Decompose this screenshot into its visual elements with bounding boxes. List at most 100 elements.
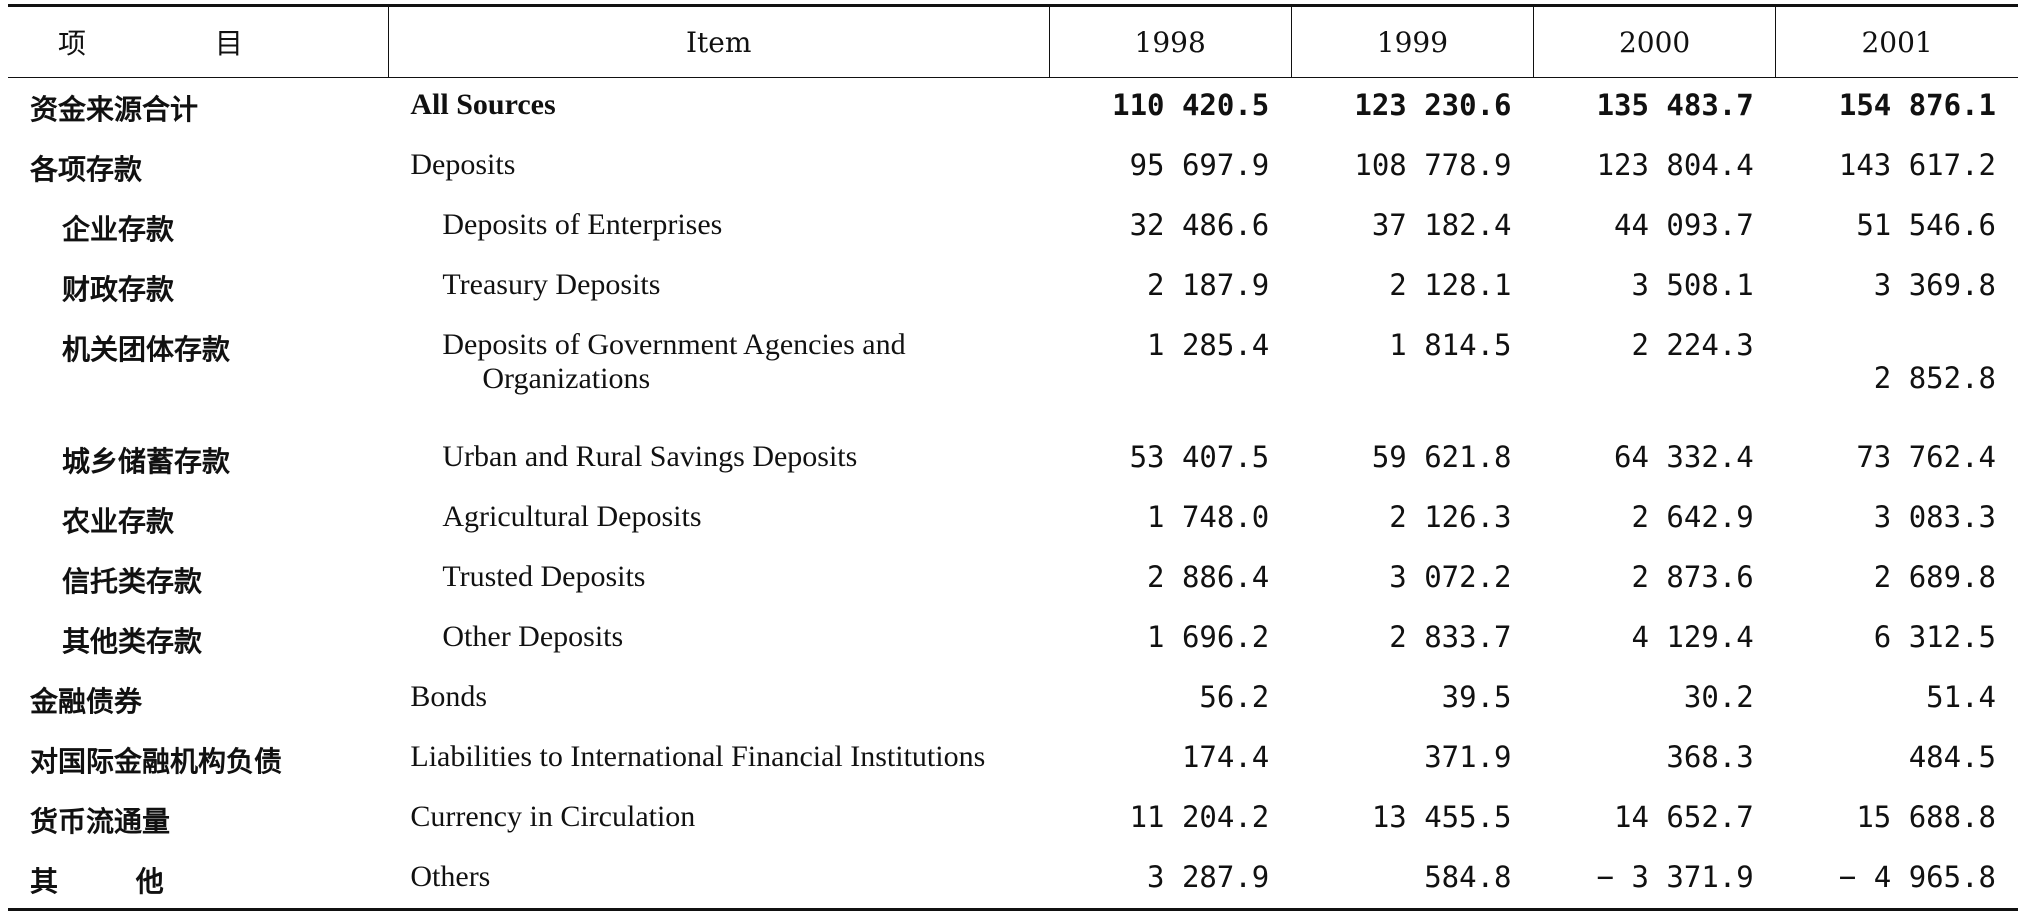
cell-1998: 53 407.5 xyxy=(1129,439,1270,474)
header-year-1999: 1999 xyxy=(1290,4,1534,78)
table-row-all-sources: 资金来源合计 All Sources 110 420.5 123 230.6 1… xyxy=(8,78,2018,138)
cell-1998: 95 697.9 xyxy=(1129,147,1270,182)
row-label-en: Others xyxy=(388,849,1050,911)
cell-2000: 2 642.9 xyxy=(1631,499,1754,534)
row-label-cn: 其他类存款 xyxy=(62,624,203,658)
row-label-en: All Sources xyxy=(410,88,556,121)
cell-2000: 64 332.4 xyxy=(1614,439,1754,474)
table-row-currency-in-circulation: 货币流通量 Currency in Circulation 11 204.2 1… xyxy=(8,790,2018,850)
cell-2001: 15 688.8 xyxy=(1856,799,1996,834)
cell-2000: 3 508.1 xyxy=(1631,267,1754,302)
cell-2001: 143 617.2 xyxy=(1838,147,1996,182)
cell-2001: 51.4 xyxy=(1926,679,1996,714)
table-row-other-deposits: 其他类存款 Other Deposits 1 696.2 2 833.7 4 1… xyxy=(8,610,2018,670)
row-label-cn: 农业存款 xyxy=(62,504,175,538)
cell-1999: 13 455.5 xyxy=(1371,799,1512,834)
row-label-en: Deposits xyxy=(410,147,516,181)
row-label-en: Currency in Circulation xyxy=(410,799,696,833)
table-row-savings-deposits: 城乡储蓄存款 Urban and Rural Savings Deposits … xyxy=(8,430,2018,490)
row-label-cn: 机关团体存款 xyxy=(62,332,231,366)
row-label-en-line1: Deposits of Government Agencies and xyxy=(442,327,906,361)
row-label-cn: 货币流通量 xyxy=(30,804,171,838)
row-label-en: Agricultural Deposits xyxy=(442,499,702,533)
cell-1999: 39.5 xyxy=(1441,679,1512,714)
cell-1998: 1 748.0 xyxy=(1147,499,1270,534)
cell-2000: 44 093.7 xyxy=(1614,207,1754,242)
row-label-cn: 金融债券 xyxy=(30,684,143,718)
cell-2001: 3 369.8 xyxy=(1873,267,1996,302)
header-year-1998: 1998 xyxy=(1048,4,1292,78)
cell-2000: 368.3 xyxy=(1666,739,1754,774)
cell-1999: 2 128.1 xyxy=(1389,267,1512,302)
cell-1999: 37 182.4 xyxy=(1371,207,1512,242)
cell-2001: 154 876.1 xyxy=(1838,88,1996,122)
cell-2001: 2 689.8 xyxy=(1873,559,1996,594)
cell-1998: 174.4 xyxy=(1181,739,1270,774)
row-label-cn: 各项存款 xyxy=(30,152,143,186)
header-year-2001: 2001 xyxy=(1775,4,2018,78)
cell-2000: 4 129.4 xyxy=(1631,619,1754,654)
row-label-en: Deposits of Enterprises xyxy=(442,207,723,241)
cell-1999: 584.8 xyxy=(1291,849,1534,911)
row-label-cn: 对国际金融机构负债 xyxy=(30,744,283,778)
cell-2000: 14 652.7 xyxy=(1614,799,1754,834)
row-label-en: Deposits of Government Agencies and Organ… xyxy=(388,318,1049,430)
cell-1999: 108 778.9 xyxy=(1354,147,1512,182)
cell-2001: 51 546.6 xyxy=(1856,207,1996,242)
row-label-cn: 财政存款 xyxy=(62,272,175,306)
header-row: 项 目 Item 1998 1999 2000 2001 xyxy=(8,4,2018,78)
row-label-cn: 企业存款 xyxy=(62,212,175,246)
cell-1999: 3 072.2 xyxy=(1389,559,1512,594)
sources-of-funds-table: 项 目 Item 1998 1999 2000 2001 资金来源合计 All … xyxy=(8,4,2018,911)
table-row-trusted-deposits: 信托类存款 Trusted Deposits 2 886.4 3 072.2 2… xyxy=(8,550,2018,610)
header-item-cn: 项 目 xyxy=(8,4,389,78)
cell-2000: − 3 371.9 xyxy=(1533,849,1776,911)
cell-2000: 123 804.4 xyxy=(1596,147,1754,182)
cell-2001: 3 083.3 xyxy=(1873,499,1996,534)
table-row-international-liabilities: 对国际金融机构负债 Liabilities to International F… xyxy=(8,730,2018,790)
data-table-container: 项 目 Item 1998 1999 2000 2001 资金来源合计 All … xyxy=(8,4,2018,911)
cell-1999: 123 230.6 xyxy=(1354,88,1512,122)
cell-1999: 371.9 xyxy=(1424,739,1512,774)
table-row-others: 其 他 Others 3 287.9 584.8 − 3 371.9 − 4 9… xyxy=(8,849,2018,911)
cell-2001: 6 312.5 xyxy=(1873,619,1996,654)
cell-1999: 1 814.5 xyxy=(1389,327,1512,362)
cell-2001: − 4 965.8 xyxy=(1775,849,2018,911)
row-label-en: Bonds xyxy=(410,679,488,713)
row-label-cn: 其 他 xyxy=(8,849,389,911)
cell-1998: 1 696.2 xyxy=(1147,619,1270,654)
cell-2000: 135 483.7 xyxy=(1596,88,1754,122)
cell-2000: 2 224.3 xyxy=(1631,327,1754,362)
row-label-en: Urban and Rural Savings Deposits xyxy=(442,439,858,473)
cell-1998: 2 886.4 xyxy=(1147,559,1270,594)
cell-1998: 3 287.9 xyxy=(1049,849,1292,911)
cell-1999: 2 833.7 xyxy=(1389,619,1512,654)
row-label-cn: 城乡储蓄存款 xyxy=(62,444,231,478)
cell-1998: 2 187.9 xyxy=(1147,267,1270,302)
row-label-cn: 信托类存款 xyxy=(62,564,203,598)
table-row-treasury-deposits: 财政存款 Treasury Deposits 2 187.9 2 128.1 3… xyxy=(8,258,2018,318)
row-label-en-line2: Organizations xyxy=(482,361,651,395)
cell-2001: 73 762.4 xyxy=(1856,439,1996,474)
cell-1998: 32 486.6 xyxy=(1129,207,1270,242)
cell-1999: 59 621.8 xyxy=(1371,439,1512,474)
cell-2000: 30.2 xyxy=(1683,679,1754,714)
table-row-agricultural-deposits: 农业存款 Agricultural Deposits 1 748.0 2 126… xyxy=(8,490,2018,550)
cell-1999: 2 126.3 xyxy=(1389,499,1512,534)
cell-2000: 2 873.6 xyxy=(1631,559,1754,594)
cell-1998: 56.2 xyxy=(1199,679,1270,714)
table-row-enterprise-deposits: 企业存款 Deposits of Enterprises 32 486.6 37… xyxy=(8,198,2018,258)
table-row-deposits: 各项存款 Deposits 95 697.9 108 778.9 123 804… xyxy=(8,138,2018,198)
row-label-cn: 资金来源合计 xyxy=(30,93,199,126)
row-label-en: Liabilities to International Financial I… xyxy=(410,739,986,773)
cell-2001: 2 852.8 xyxy=(1873,361,1996,395)
header-year-2000: 2000 xyxy=(1532,4,1776,78)
cell-1998: 1 285.4 xyxy=(1147,327,1270,362)
cell-2001: 484.5 xyxy=(1908,739,1996,774)
table-row-bonds: 金融债券 Bonds 56.2 39.5 30.2 51.4 xyxy=(8,670,2018,730)
cell-1998: 110 420.5 xyxy=(1112,88,1270,122)
cell-1998: 11 204.2 xyxy=(1129,799,1270,834)
row-label-en: Trusted Deposits xyxy=(442,559,646,593)
table-row-government-agencies-deposits: 机关团体存款 Deposits of Government Agencies a… xyxy=(8,318,2018,430)
row-label-en: Other Deposits xyxy=(442,619,624,653)
